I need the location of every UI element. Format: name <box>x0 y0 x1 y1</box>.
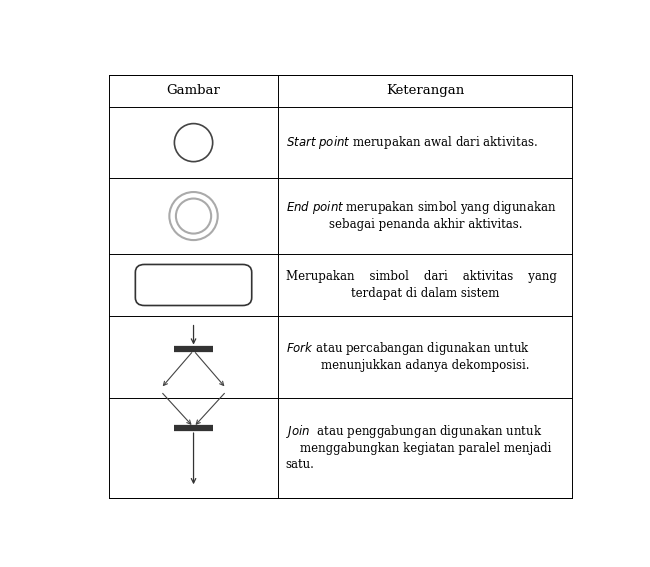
Text: menggabungkan kegiatan paralel menjadi: menggabungkan kegiatan paralel menjadi <box>300 442 551 455</box>
Text: $\it{End\ point}$ merupakan simbol yang digunakan: $\it{End\ point}$ merupakan simbol yang … <box>285 199 556 216</box>
Text: $\it{Fork}$ atau percabangan digunakan untuk: $\it{Fork}$ atau percabangan digunakan u… <box>285 340 530 357</box>
Text: menunjukkan adanya dekomposisi.: menunjukkan adanya dekomposisi. <box>321 359 530 372</box>
Text: satu.: satu. <box>285 458 315 471</box>
Text: $\it{Join}$  atau penggabungan digunakan untuk: $\it{Join}$ atau penggabungan digunakan … <box>285 423 542 440</box>
Text: $\it{Start\ point}$ merupakan awal dari aktivitas.: $\it{Start\ point}$ merupakan awal dari … <box>285 134 538 151</box>
Text: Gambar: Gambar <box>166 84 220 98</box>
Text: Merupakan    simbol    dari    aktivitas    yang: Merupakan simbol dari aktivitas yang <box>285 270 556 283</box>
Text: sebagai penanda akhir aktivitas.: sebagai penanda akhir aktivitas. <box>328 218 522 231</box>
Text: Keterangan: Keterangan <box>386 84 464 98</box>
Text: terdapat di dalam sistem: terdapat di dalam sistem <box>351 287 499 300</box>
